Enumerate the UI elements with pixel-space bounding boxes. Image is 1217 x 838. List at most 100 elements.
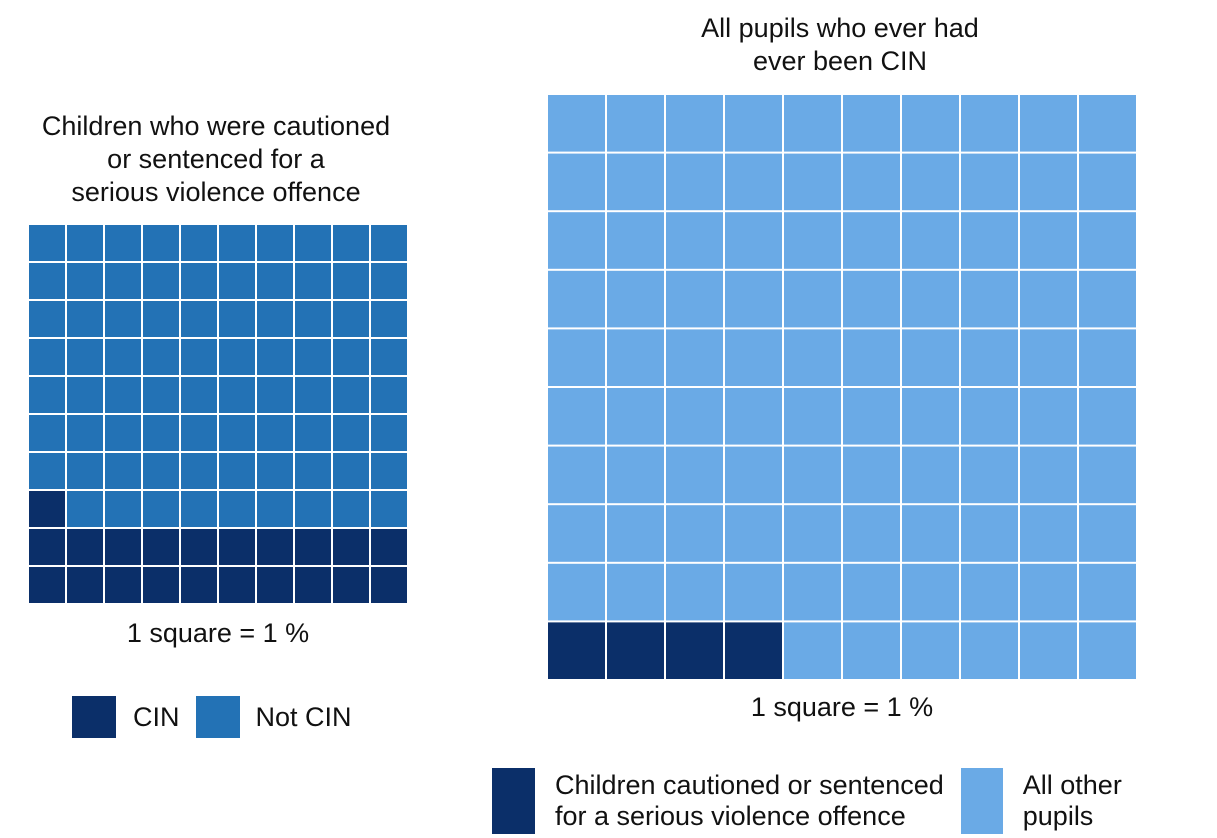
right-waffle-square-series-1	[843, 329, 900, 386]
legend-violence-line-1: Children cautioned or sentenced	[555, 770, 944, 800]
left-waffle-square-series-0	[67, 529, 103, 565]
right-waffle-square-series-1	[843, 388, 900, 445]
left-waffle-square-series-1	[333, 301, 369, 337]
right-waffle-square-series-1	[725, 329, 782, 386]
left-waffle-square-series-1	[181, 453, 217, 489]
left-waffle-square-series-1	[67, 453, 103, 489]
right-waffle-square-series-1	[607, 446, 664, 504]
left-waffle-square-series-1	[333, 453, 369, 489]
left-waffle-square-series-0	[257, 567, 293, 603]
left-waffle-chart	[28, 224, 408, 604]
right-waffle-square-series-1	[1020, 95, 1077, 152]
left-waffle-square-series-1	[143, 415, 179, 451]
right-waffle-square-series-1	[902, 329, 959, 386]
left-waffle-square-series-1	[105, 453, 141, 489]
left-waffle-square-series-0	[105, 529, 141, 565]
left-waffle-square-series-1	[333, 415, 369, 451]
right-legend: Children cautioned or sentenced for a se…	[492, 768, 1122, 834]
right-waffle-square-series-1	[666, 563, 723, 621]
left-waffle-square-series-1	[295, 377, 331, 413]
left-chart-caption: 1 square = 1 %	[126, 618, 310, 648]
right-waffle-square-series-1	[1079, 563, 1136, 621]
right-waffle-square-series-1	[843, 563, 900, 621]
right-waffle-square-series-1	[725, 446, 782, 504]
right-waffle-square-series-1	[784, 622, 841, 679]
right-waffle-square-series-1	[902, 153, 959, 211]
left-waffle-square-series-1	[371, 491, 407, 527]
left-waffle-square-series-1	[219, 415, 255, 451]
right-waffle-square-series-1	[725, 388, 782, 445]
right-waffle-square-series-1	[1020, 388, 1077, 445]
left-waffle-square-series-0	[333, 567, 369, 603]
legend-swatch-cin	[72, 696, 116, 738]
right-waffle-square-series-1	[666, 270, 723, 328]
legend-label-not-cin: Not CIN	[255, 701, 352, 732]
left-waffle-square-series-1	[371, 263, 407, 299]
right-waffle-square-series-1	[548, 446, 605, 504]
right-waffle-square-series-1	[784, 505, 841, 562]
right-waffle-square-series-1	[548, 212, 605, 269]
legend-swatch-violence-offence	[492, 768, 535, 834]
right-waffle-square-series-1	[784, 153, 841, 211]
left-waffle-square-series-1	[219, 301, 255, 337]
left-waffle-square-series-1	[67, 415, 103, 451]
left-waffle-square-series-1	[333, 263, 369, 299]
left-waffle-square-series-1	[371, 453, 407, 489]
right-waffle-square-series-1	[961, 622, 1018, 679]
left-waffle-square-series-1	[181, 301, 217, 337]
right-waffle-square-series-1	[1079, 388, 1136, 445]
right-waffle-square-series-1	[548, 95, 605, 152]
right-waffle-square-series-1	[1020, 329, 1077, 386]
right-waffle-square-series-1	[1020, 153, 1077, 211]
legend-violence-line-2: for a serious violence offence	[555, 801, 906, 831]
right-waffle-square-series-1	[961, 505, 1018, 562]
right-waffle-square-series-1	[666, 95, 723, 152]
left-waffle-square-series-1	[181, 339, 217, 375]
right-waffle-square-series-0	[725, 622, 782, 679]
left-waffle-square-series-1	[67, 263, 103, 299]
left-waffle-square-series-1	[295, 453, 331, 489]
right-waffle-square-series-1	[902, 270, 959, 328]
left-waffle-square-series-1	[295, 263, 331, 299]
right-waffle-square-series-1	[666, 212, 723, 269]
right-waffle-square-series-1	[607, 505, 664, 562]
right-waffle-square-series-1	[1020, 270, 1077, 328]
left-waffle-square-series-1	[295, 301, 331, 337]
left-waffle-square-series-1	[105, 415, 141, 451]
right-waffle-square-series-1	[784, 329, 841, 386]
left-waffle-square-series-0	[295, 529, 331, 565]
left-waffle-square-series-1	[105, 377, 141, 413]
right-waffle-square-series-1	[1079, 270, 1136, 328]
left-waffle-square-series-1	[257, 377, 293, 413]
right-waffle-square-series-1	[961, 446, 1018, 504]
left-waffle-square-series-1	[333, 339, 369, 375]
right-waffle-square-series-1	[725, 153, 782, 211]
right-waffle-square-series-1	[1079, 622, 1136, 679]
right-waffle-square-series-1	[784, 95, 841, 152]
right-waffle-square-series-1	[1020, 622, 1077, 679]
left-waffle-square-series-1	[67, 491, 103, 527]
left-waffle-square-series-1	[257, 491, 293, 527]
right-title-line-2: ever been CIN	[752, 46, 928, 76]
left-waffle-square-series-1	[181, 415, 217, 451]
left-waffle-square-series-1	[295, 415, 331, 451]
left-waffle-square-series-0	[29, 529, 65, 565]
left-waffle-square-series-1	[181, 225, 217, 261]
legend-label-violence-offence: Children cautioned or sentenced for a se…	[555, 770, 944, 832]
right-title-line-1: All pupils who ever had	[701, 13, 979, 43]
left-waffle-square-series-1	[295, 491, 331, 527]
right-waffle-square-series-1	[961, 153, 1018, 211]
left-title-line-2: or sentenced for a	[107, 144, 325, 174]
right-waffle-square-series-1	[666, 329, 723, 386]
right-waffle-square-series-1	[843, 622, 900, 679]
left-waffle-square-series-1	[105, 263, 141, 299]
left-waffle-square-series-1	[29, 453, 65, 489]
right-waffle-square-series-1	[607, 563, 664, 621]
left-waffle-square-series-1	[371, 225, 407, 261]
left-waffle-square-series-1	[181, 491, 217, 527]
left-waffle-square-series-1	[105, 225, 141, 261]
left-waffle-square-series-0	[371, 567, 407, 603]
right-waffle-square-series-1	[1079, 329, 1136, 386]
right-waffle-square-series-1	[1020, 505, 1077, 562]
